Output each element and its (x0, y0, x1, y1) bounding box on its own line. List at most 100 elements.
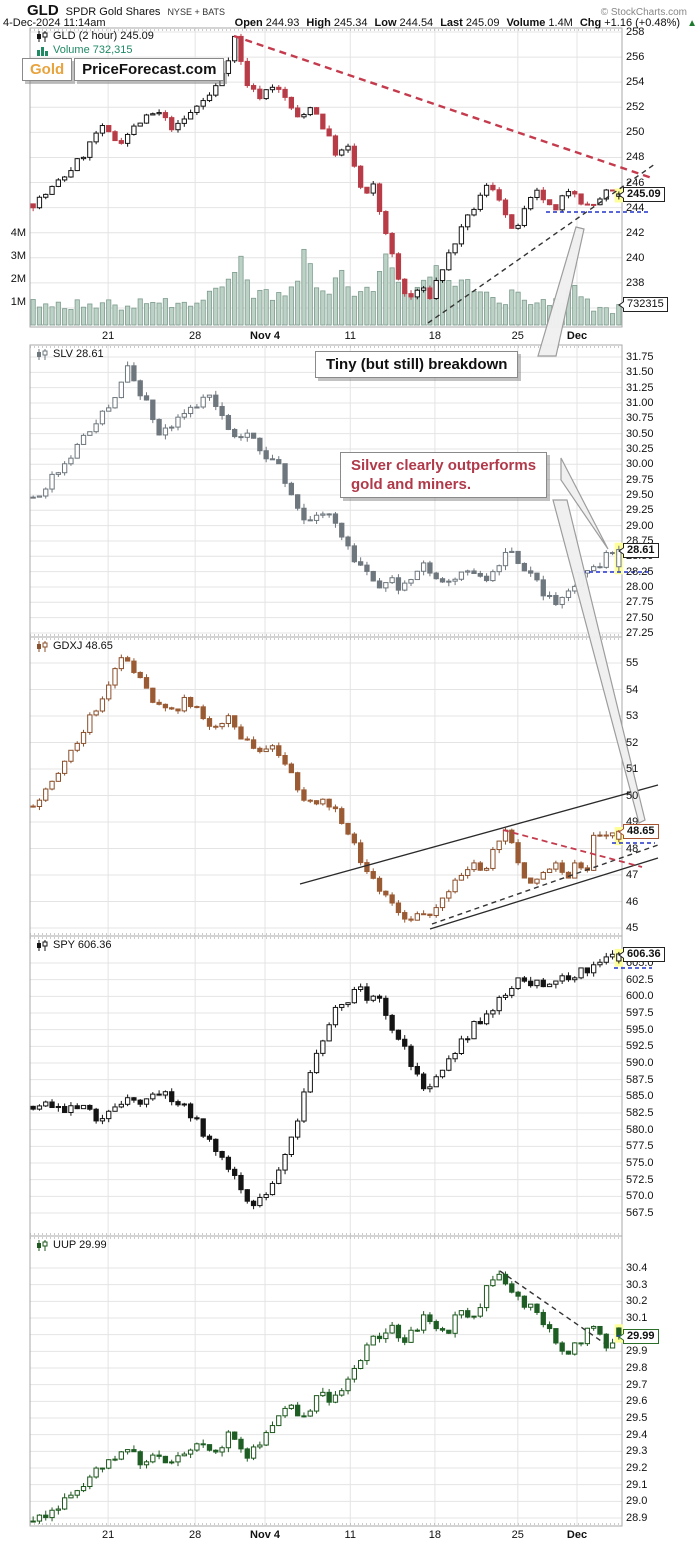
quote-datetime: 4-Dec-2024 11:14am (3, 17, 106, 29)
gld-volume-axis-label: 4M (10, 227, 26, 239)
date-axis-label: 18 (428, 330, 442, 342)
gdxj-legend-text: GDXJ 48.65 (53, 640, 113, 652)
date-axis-bottom: 21 28 Nov 4 11 18 25 Dec (30, 1528, 622, 1544)
slv-y-tick: 31.50 (626, 366, 654, 379)
uup-y-tick: 29.8 (626, 1362, 648, 1374)
date-axis-label: Dec (566, 330, 588, 342)
gld-volume-axis-label: 2M (10, 273, 26, 285)
header-fund-name: SPDR Gold Shares (65, 6, 161, 18)
date-axis-label: 28 (189, 330, 202, 342)
gdxj-y-tick: 50 (626, 789, 639, 802)
spy-legend: SPY 606.36 (36, 939, 112, 951)
change-up-arrow-icon: ▲ (687, 18, 697, 29)
gld-y-tick: 242 (626, 226, 645, 239)
chart-header: GLD SPDR Gold Shares NYSE + BATS © Stock… (27, 2, 687, 19)
uup-y-tick: 29.0 (626, 1495, 648, 1508)
gdxj-rising-support-dashed-line (431, 844, 659, 925)
uup-y-tick: 29.2 (626, 1462, 648, 1474)
gdxj-y-tick: 48 (626, 842, 639, 855)
spy-y-tick: 585.0 (626, 1090, 654, 1103)
gld-y-tick: 244 (626, 201, 645, 214)
spy-y-tick: 587.5 (626, 1073, 654, 1086)
slv-legend: SLV 28.61 (36, 348, 104, 360)
uup-y-tick: 30.2 (626, 1295, 648, 1308)
date-axis-label: 11 (344, 330, 356, 342)
slv-legend-text: SLV 28.61 (53, 348, 104, 360)
spy-y-tick: 575.0 (626, 1157, 654, 1169)
goldpriceforecast-logo[interactable]: Gold PriceForecast.com (22, 58, 225, 81)
uup-declining-dashed-line (499, 1270, 605, 1344)
gld-y-tick: 240 (626, 251, 645, 264)
date-axis-label: 11 (344, 1529, 356, 1541)
gld-candles (30, 33, 623, 300)
spy-y-tick: 580.0 (626, 1123, 654, 1136)
spy-last-price-box: 606.36 (618, 947, 665, 962)
silver-outperforms-annotation: Silver clearly outperforms gold and mine… (340, 452, 548, 498)
header-exchange: NYSE + BATS (167, 7, 226, 17)
gdxj-declining-minor-red-line (502, 829, 643, 868)
gld-panel (29, 27, 656, 328)
spy-y-tick: 577.5 (626, 1140, 654, 1153)
gld-y-tick: 248 (626, 151, 645, 164)
quote-field-value: 245.09 (465, 17, 500, 29)
slv-y-tick: 29.50 (626, 488, 654, 501)
logo-site-label: PriceForecast.com (74, 58, 225, 81)
uup-y-tick: 30.1 (626, 1312, 648, 1324)
date-axis-label: 18 (428, 1529, 442, 1541)
gld-y-tick: 246 (626, 176, 645, 189)
uup-candles (30, 1270, 623, 1524)
slv-y-tick: 30.25 (626, 442, 654, 455)
logo-gold-label: Gold (22, 58, 73, 81)
spy-y-tick: 595.0 (626, 1023, 654, 1036)
slv-y-tick: 30.00 (626, 458, 654, 471)
slv-y-tick: 28.25 (626, 565, 654, 578)
gld-y-tick: 256 (626, 51, 645, 64)
slv-panel (29, 344, 650, 638)
spy-y-tick: 597.5 (626, 1007, 654, 1019)
gdxj-y-tick: 53 (626, 710, 639, 722)
slv-y-tick: 29.00 (626, 519, 654, 532)
date-axis-label: Nov 4 (250, 330, 280, 342)
stockcharts-copyright: © StockCharts.com (600, 7, 687, 18)
gld-last-price-box: 245.09 (618, 187, 665, 202)
spy-y-tick: 582.5 (626, 1107, 654, 1119)
uup-y-tick: 29.4 (626, 1428, 648, 1441)
quote-field: Last 245.09 (440, 17, 499, 29)
spy-y-tick: 572.5 (626, 1173, 654, 1186)
sharpchart-icon (37, 640, 48, 652)
slv-y-tick: 31.75 (626, 351, 654, 363)
spy-panel (29, 935, 652, 1237)
gdxj-channel-lower-solid-line (429, 857, 659, 930)
silver-annotation-line2: gold and miners. (351, 476, 472, 493)
quote-field-label: Volume (506, 17, 546, 29)
slv-y-tick: 29.25 (626, 504, 654, 517)
slv-y-tick: 28.00 (626, 580, 654, 593)
slv-y-tick: 30.75 (626, 412, 654, 425)
gld-legend-text: GLD (2 hour) 245.09 (53, 30, 154, 42)
gld-y-tick: 254 (626, 76, 645, 89)
gdxj-y-tick: 47 (626, 869, 639, 881)
date-axis-label: 25 (511, 330, 524, 342)
gld-volume-axis-label: 3M (10, 250, 26, 262)
date-axis-top: 21 28 Nov 4 11 18 25 Dec (30, 329, 622, 345)
spy-y-tick: 567.5 (626, 1207, 654, 1219)
spy-y-tick: 590.0 (626, 1057, 654, 1069)
uup-last-price-box: 29.99 (618, 1329, 659, 1344)
spy-candles (30, 948, 623, 1210)
gld-volume-legend: Volume 732,315 (36, 44, 133, 56)
uup-y-tick: 29.7 (626, 1378, 648, 1391)
spy-y-tick: 600.0 (626, 990, 654, 1003)
gld-rising-support-line (427, 163, 656, 324)
sharpchart-icon (37, 939, 48, 951)
gdxj-y-tick: 55 (626, 657, 639, 669)
uup-legend: UUP 29.99 (36, 1239, 107, 1251)
slv-y-tick: 31.00 (626, 396, 654, 409)
uup-y-tick: 29.3 (626, 1445, 648, 1458)
quote-field-label: Last (440, 17, 463, 29)
quote-field: High 245.34 (306, 17, 367, 29)
gdxj-candles (30, 654, 623, 923)
sharpchart-icon (37, 30, 48, 42)
quote-field-label: Open (234, 17, 263, 29)
slv-y-tick: 31.25 (626, 381, 654, 394)
